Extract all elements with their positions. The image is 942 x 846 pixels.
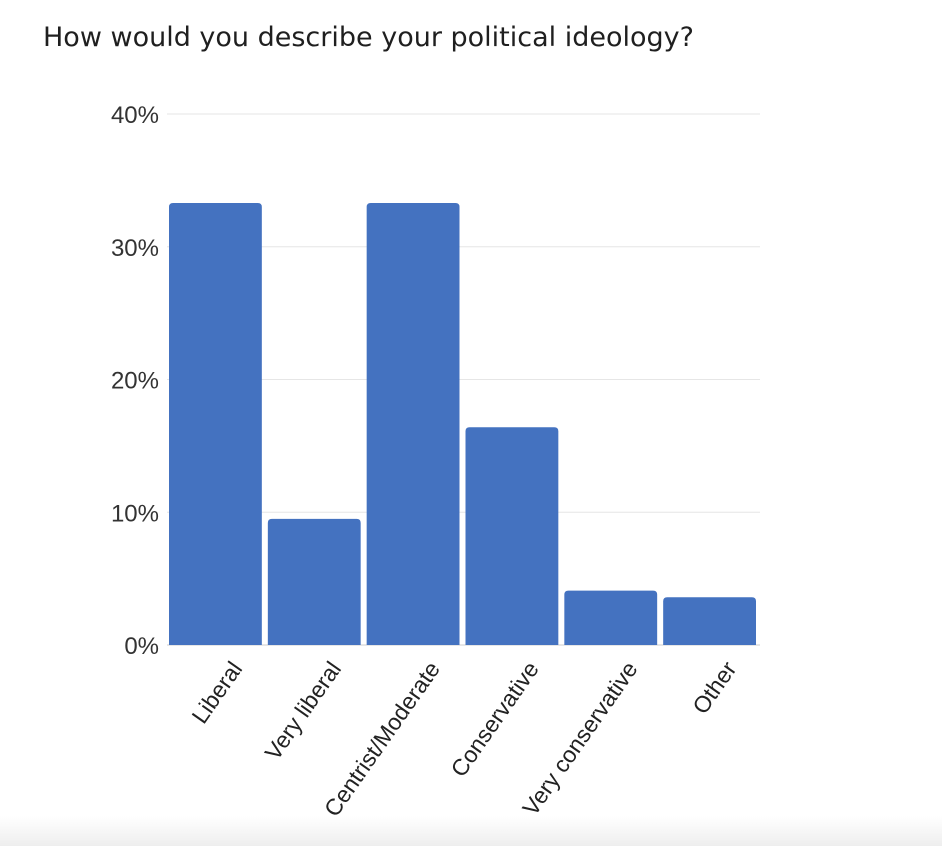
y-tick-label: 0% <box>124 633 159 660</box>
y-tick-label: 40% <box>111 102 159 129</box>
bottom-shade <box>0 816 942 846</box>
bar-very-conservative <box>564 590 658 645</box>
chart-title: How would you describe your political id… <box>43 22 694 53</box>
x-tick-label: Very liberal <box>260 657 347 765</box>
x-tick-label: Conservative <box>445 657 543 782</box>
bar-very-liberal <box>267 518 361 645</box>
bars <box>169 202 756 645</box>
gridlines <box>167 113 760 646</box>
y-axis-ticks: 0% 10% 20% 30% 40% <box>111 102 159 660</box>
y-tick-label: 30% <box>111 235 159 262</box>
bar-conservative <box>465 427 559 645</box>
bar-centrist-moderate <box>366 202 460 645</box>
x-tick-label: Other <box>687 656 741 718</box>
bar-liberal <box>169 202 262 645</box>
bar-other <box>663 597 756 645</box>
y-tick-label: 10% <box>111 500 159 527</box>
y-tick-label: 20% <box>111 368 159 395</box>
x-tick-label: Liberal <box>186 657 247 728</box>
